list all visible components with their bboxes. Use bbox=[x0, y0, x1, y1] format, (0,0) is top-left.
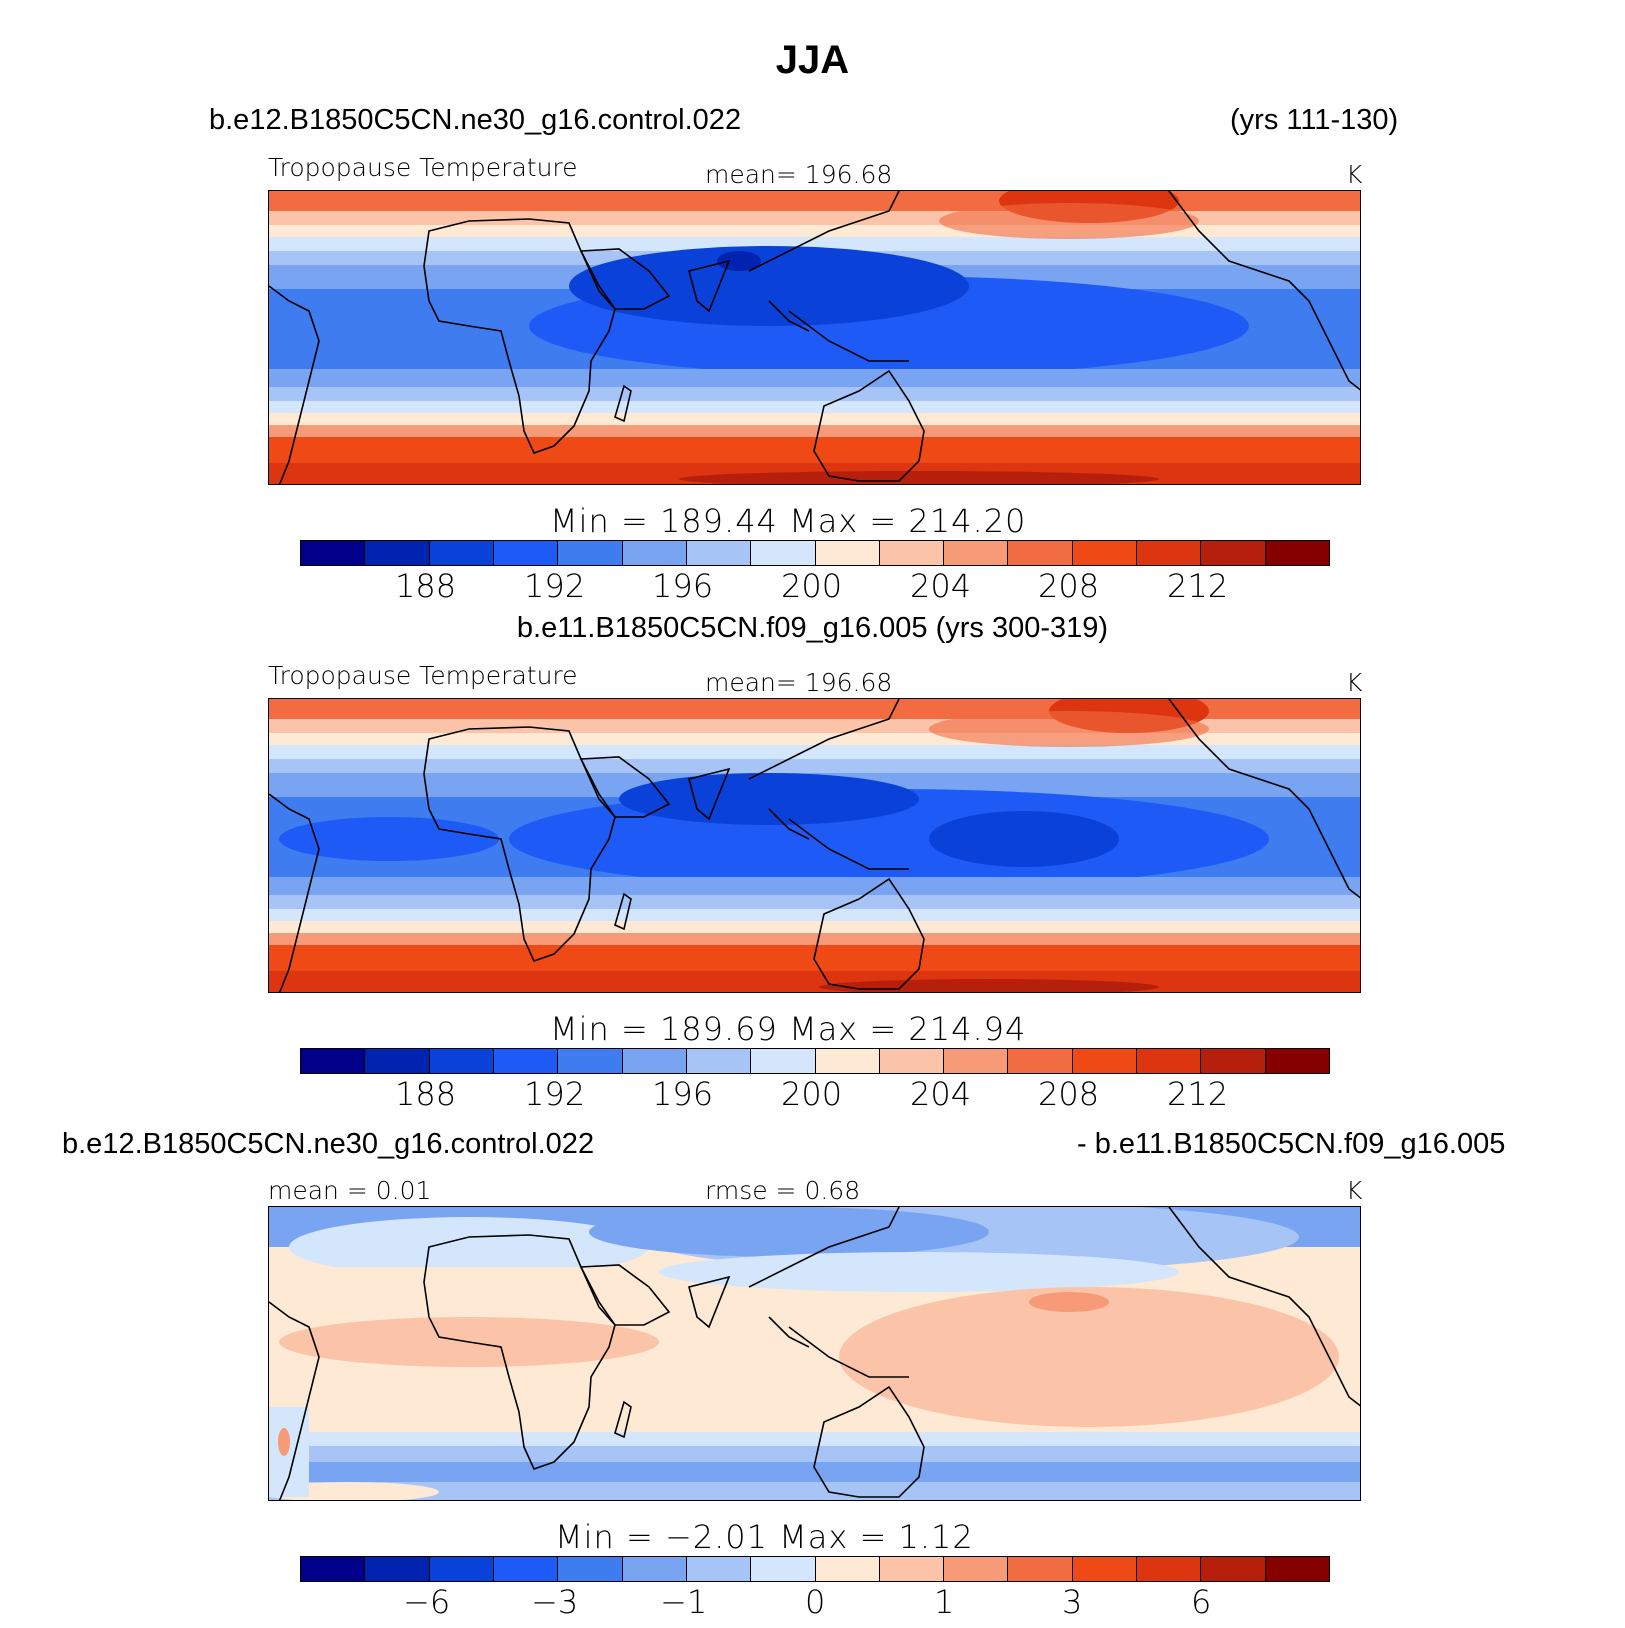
panel-1-min-max: Min = 189.44 Max = 214.20 bbox=[550, 502, 1027, 540]
panel-2-colorbar bbox=[300, 1048, 1330, 1074]
panel-2-mean-label: mean= 196.68 bbox=[705, 668, 893, 697]
panel-1-colorbar bbox=[300, 540, 1330, 566]
panel-1-coast-africa bbox=[423, 218, 616, 454]
panel-1-mean-label: mean= 196.68 bbox=[705, 160, 893, 189]
panel-2-tick: 192 bbox=[524, 1075, 586, 1113]
panel-3-tick: −1 bbox=[660, 1583, 708, 1621]
panel-1-tick: 208 bbox=[1038, 567, 1100, 605]
panel-1-case-name: b.e12.B1850C5CN.ne30_g16.control.022 bbox=[209, 104, 742, 136]
panel-1-map bbox=[268, 190, 1361, 485]
panel-3-tick: 3 bbox=[1062, 1583, 1083, 1621]
panel-3-map bbox=[268, 1206, 1361, 1501]
panel-2-tick: 200 bbox=[781, 1075, 843, 1113]
panel-2-map bbox=[268, 698, 1361, 993]
panel-3-tick: −6 bbox=[403, 1583, 451, 1621]
panel-3-rmse-label: rmse = 0.68 bbox=[705, 1176, 861, 1205]
panel-3-tick: 6 bbox=[1191, 1583, 1212, 1621]
panel-3-units: K bbox=[1346, 1176, 1363, 1205]
panel-1-tick: 188 bbox=[395, 567, 457, 605]
panel-1-tick: 196 bbox=[652, 567, 714, 605]
panel-1-coast-madagascar bbox=[614, 384, 632, 423]
panel-3-min-max: Min = −2.01 Max = 1.12 bbox=[555, 1518, 974, 1556]
panel-1-coast-seasia bbox=[748, 191, 909, 362]
panel-3-case-name: b.e12.B1850C5CN.ne30_g16.control.022 bbox=[62, 1128, 595, 1160]
panel-2-tick: 212 bbox=[1167, 1075, 1229, 1113]
panel-2-tick: 208 bbox=[1038, 1075, 1100, 1113]
panel-2-tick: 188 bbox=[395, 1075, 457, 1113]
panel-1-coast-india bbox=[688, 259, 731, 313]
panel-1-tick: 204 bbox=[910, 567, 972, 605]
panel-1-tick: 212 bbox=[1167, 567, 1229, 605]
panel-3-tick: 1 bbox=[934, 1583, 955, 1621]
panel-3-colorbar bbox=[300, 1556, 1330, 1582]
panel-3-minus-case: - b.e11.B1850C5CN.f09_g16.005 bbox=[1077, 1128, 1506, 1160]
panel-1-tick: 192 bbox=[524, 567, 586, 605]
panel-2-tick: 196 bbox=[652, 1075, 714, 1113]
panel-2-case-name: b.e11.B1850C5CN.f09_g16.005 (yrs 300-319… bbox=[516, 612, 1109, 644]
panel-3-mean-label: mean = 0.01 bbox=[268, 1176, 432, 1205]
panel-3-tick: −3 bbox=[531, 1583, 579, 1621]
panel-1-years: (yrs 111-130) bbox=[1230, 104, 1399, 136]
panel-1-variable-label: Tropopause Temperature bbox=[268, 153, 578, 182]
panel-2-min-max: Min = 189.69 Max = 214.94 bbox=[550, 1010, 1027, 1048]
panel-1-coast-arabia bbox=[579, 248, 671, 310]
panel-1-units: K bbox=[1346, 160, 1363, 189]
panel-1-tick: 200 bbox=[781, 567, 843, 605]
panel-2-variable-label: Tropopause Temperature bbox=[268, 661, 578, 690]
figure-title: JJA bbox=[775, 38, 850, 82]
panel-1-coast-australia bbox=[813, 369, 925, 482]
panel-3-tick: 0 bbox=[805, 1583, 826, 1621]
panel-2-units: K bbox=[1346, 668, 1363, 697]
panel-2-tick: 204 bbox=[910, 1075, 972, 1113]
panel-1-coast-americas bbox=[269, 191, 1360, 484]
